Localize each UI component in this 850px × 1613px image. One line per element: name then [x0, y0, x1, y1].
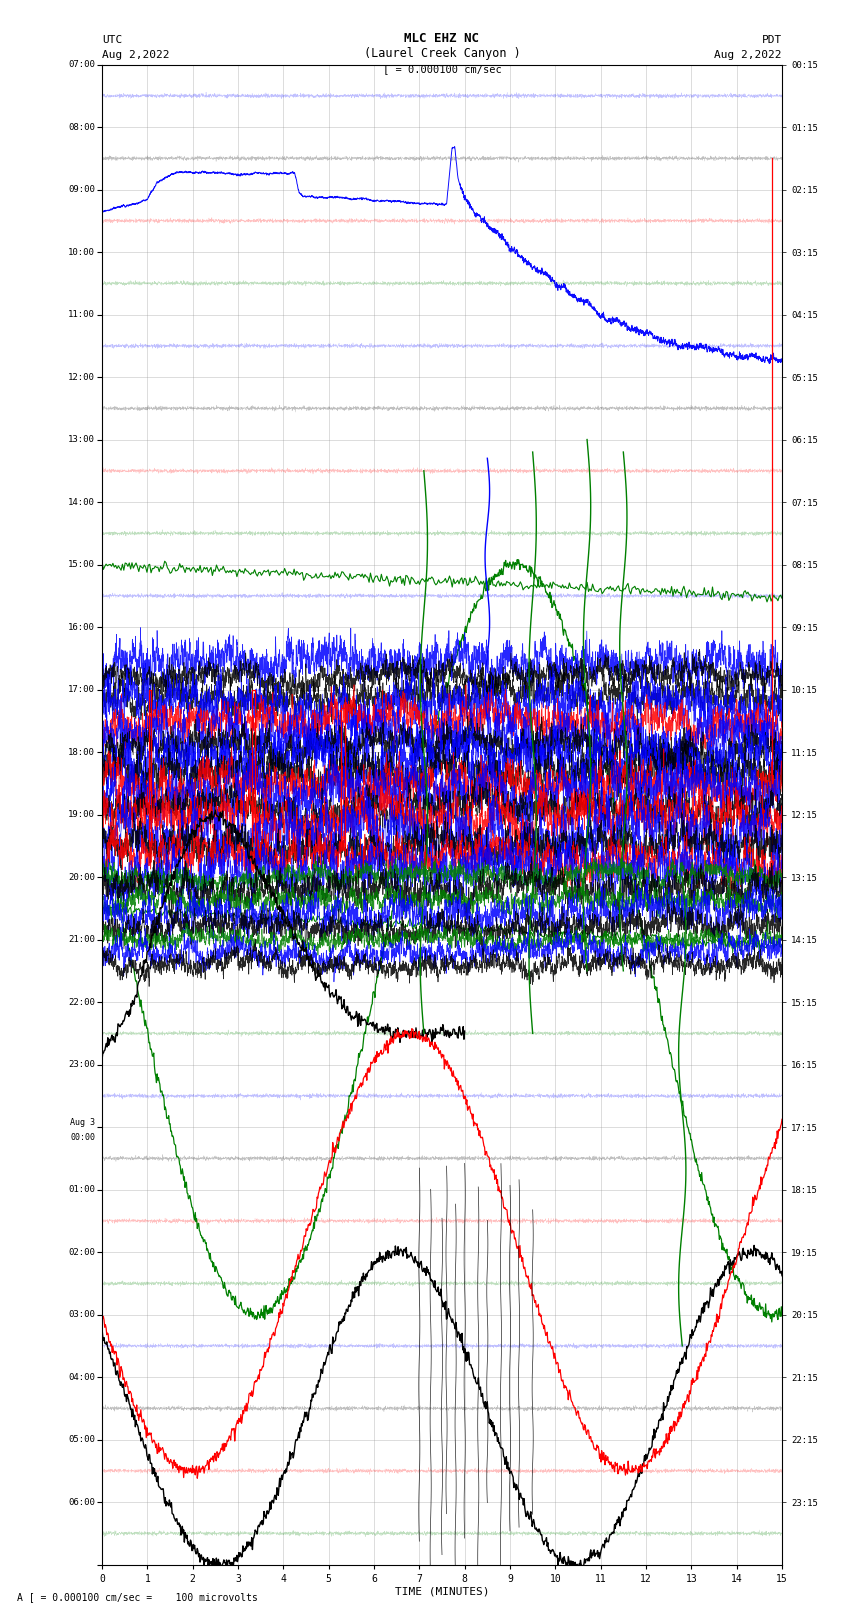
Text: 03:00: 03:00 — [68, 1310, 95, 1319]
Text: Aug 2,2022: Aug 2,2022 — [102, 50, 169, 60]
Text: 16:00: 16:00 — [68, 623, 95, 632]
X-axis label: TIME (MINUTES): TIME (MINUTES) — [394, 1587, 490, 1597]
Text: 00:00: 00:00 — [71, 1134, 95, 1142]
Text: 09:00: 09:00 — [68, 185, 95, 194]
Text: 14:00: 14:00 — [68, 497, 95, 506]
Text: 21:00: 21:00 — [68, 936, 95, 944]
Text: 19:00: 19:00 — [68, 810, 95, 819]
Text: 02:00: 02:00 — [68, 1247, 95, 1257]
Text: MLC EHZ NC: MLC EHZ NC — [405, 32, 479, 45]
Text: [ = 0.000100 cm/sec: [ = 0.000100 cm/sec — [382, 65, 501, 74]
Text: 07:00: 07:00 — [68, 60, 95, 69]
Text: A [ = 0.000100 cm/sec =    100 microvolts: A [ = 0.000100 cm/sec = 100 microvolts — [17, 1592, 258, 1602]
Text: 23:00: 23:00 — [68, 1060, 95, 1069]
Text: PDT: PDT — [762, 35, 782, 45]
Text: 12:00: 12:00 — [68, 373, 95, 382]
Text: 10:00: 10:00 — [68, 247, 95, 256]
Text: 08:00: 08:00 — [68, 123, 95, 132]
Text: Aug 3: Aug 3 — [71, 1118, 95, 1127]
Text: 18:00: 18:00 — [68, 747, 95, 756]
Text: (Laurel Creek Canyon ): (Laurel Creek Canyon ) — [364, 47, 520, 60]
Text: 01:00: 01:00 — [68, 1186, 95, 1194]
Text: 06:00: 06:00 — [68, 1497, 95, 1507]
Text: 15:00: 15:00 — [68, 560, 95, 569]
Text: 04:00: 04:00 — [68, 1373, 95, 1382]
Text: 17:00: 17:00 — [68, 686, 95, 694]
Text: 22:00: 22:00 — [68, 997, 95, 1007]
Text: 20:00: 20:00 — [68, 873, 95, 882]
Text: Aug 2,2022: Aug 2,2022 — [715, 50, 782, 60]
Text: 11:00: 11:00 — [68, 310, 95, 319]
Text: 05:00: 05:00 — [68, 1436, 95, 1444]
Text: UTC: UTC — [102, 35, 122, 45]
Text: 13:00: 13:00 — [68, 436, 95, 444]
